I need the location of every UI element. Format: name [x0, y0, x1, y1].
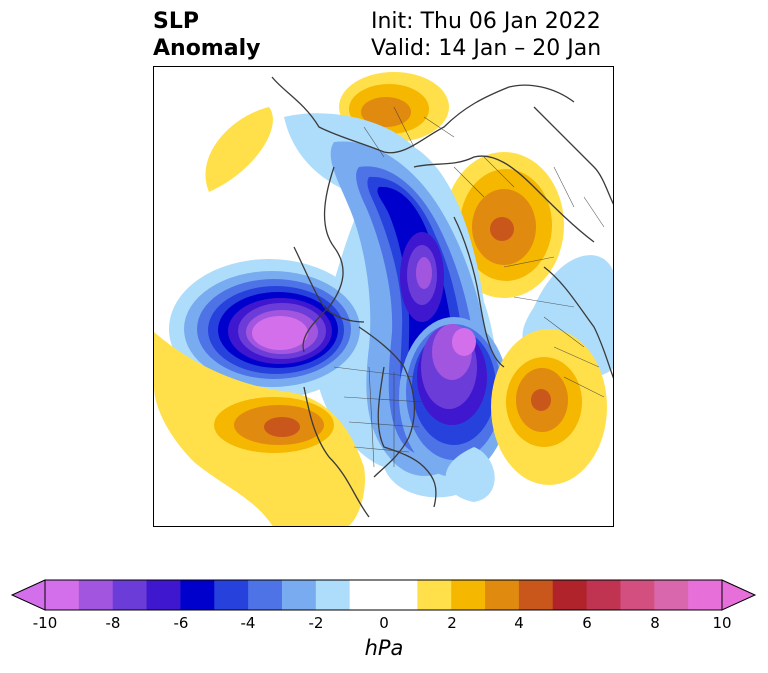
- colorbar-segment: [214, 580, 249, 610]
- pacific-arctic-high: [205, 107, 273, 192]
- tick-label: -6: [173, 614, 189, 632]
- tick-label: 2: [447, 614, 457, 632]
- colorbar-segment: [180, 580, 215, 610]
- canada-low-core: [452, 328, 476, 356]
- colorbar-segment: [518, 580, 554, 610]
- tick-label: 4: [514, 614, 524, 632]
- colorbar-segment: [586, 580, 622, 610]
- w-atlantic-low: [445, 447, 495, 502]
- init-date: Init: Thu 06 Jan 2022: [371, 9, 601, 34]
- colorbar-segment: [620, 580, 655, 610]
- colorbar-segment: [451, 580, 486, 610]
- title-slp: SLP: [153, 9, 199, 34]
- colorbar-segment: [146, 580, 181, 610]
- map-dates: Init: Thu 06 Jan 2022 Valid: 14 Jan – 20…: [371, 8, 601, 62]
- map-title: SLP Anomaly: [153, 8, 260, 62]
- colorbar-outline: [44, 579, 723, 611]
- tick-label: -8: [105, 614, 121, 632]
- map-panel: [153, 66, 614, 527]
- colorbar-unit: hPa: [364, 636, 404, 660]
- colorbar: [10, 579, 757, 611]
- colorbar-segment: [349, 580, 385, 610]
- tick-label: 8: [650, 614, 660, 632]
- colorbar-segment: [688, 580, 723, 610]
- tick-label: 10: [712, 614, 732, 632]
- tick-label: -4: [240, 614, 256, 632]
- colorbar-max-extend: [721, 579, 757, 611]
- colorbar-segment: [654, 580, 689, 610]
- anomaly-fill: [154, 72, 613, 526]
- tick-label: -10: [32, 614, 58, 632]
- colorbar-fill: [45, 580, 723, 610]
- tick-label: 6: [582, 614, 592, 632]
- colorbar-segment: [281, 580, 317, 610]
- alaska-low-core: [252, 316, 308, 350]
- colorbar-segment: [45, 580, 80, 610]
- colorbar-segment: [78, 580, 114, 610]
- colorbar-segment: [248, 580, 283, 610]
- colorbar-segment: [315, 580, 351, 610]
- slp-anomaly-map: [154, 72, 613, 526]
- tick-label: -2: [308, 614, 324, 632]
- atlantic-high-core: [531, 389, 551, 411]
- colorbar-segment: [552, 580, 588, 610]
- title-anomaly: Anomaly: [153, 36, 261, 61]
- pacific-high-core: [264, 417, 300, 437]
- arctic-low-core-3: [416, 257, 432, 289]
- colorbar-segment: [417, 580, 452, 610]
- borders: [333, 106, 605, 468]
- coastlines: [271, 76, 613, 518]
- colorbar-segment: [485, 580, 520, 610]
- valid-range: Valid: 14 Jan – 20 Jan: [371, 36, 602, 61]
- colorbar-min-extend: [10, 579, 46, 611]
- tick-label: 0: [379, 614, 389, 632]
- colorbar-segment: [383, 580, 418, 610]
- colorbar-segment: [112, 580, 148, 610]
